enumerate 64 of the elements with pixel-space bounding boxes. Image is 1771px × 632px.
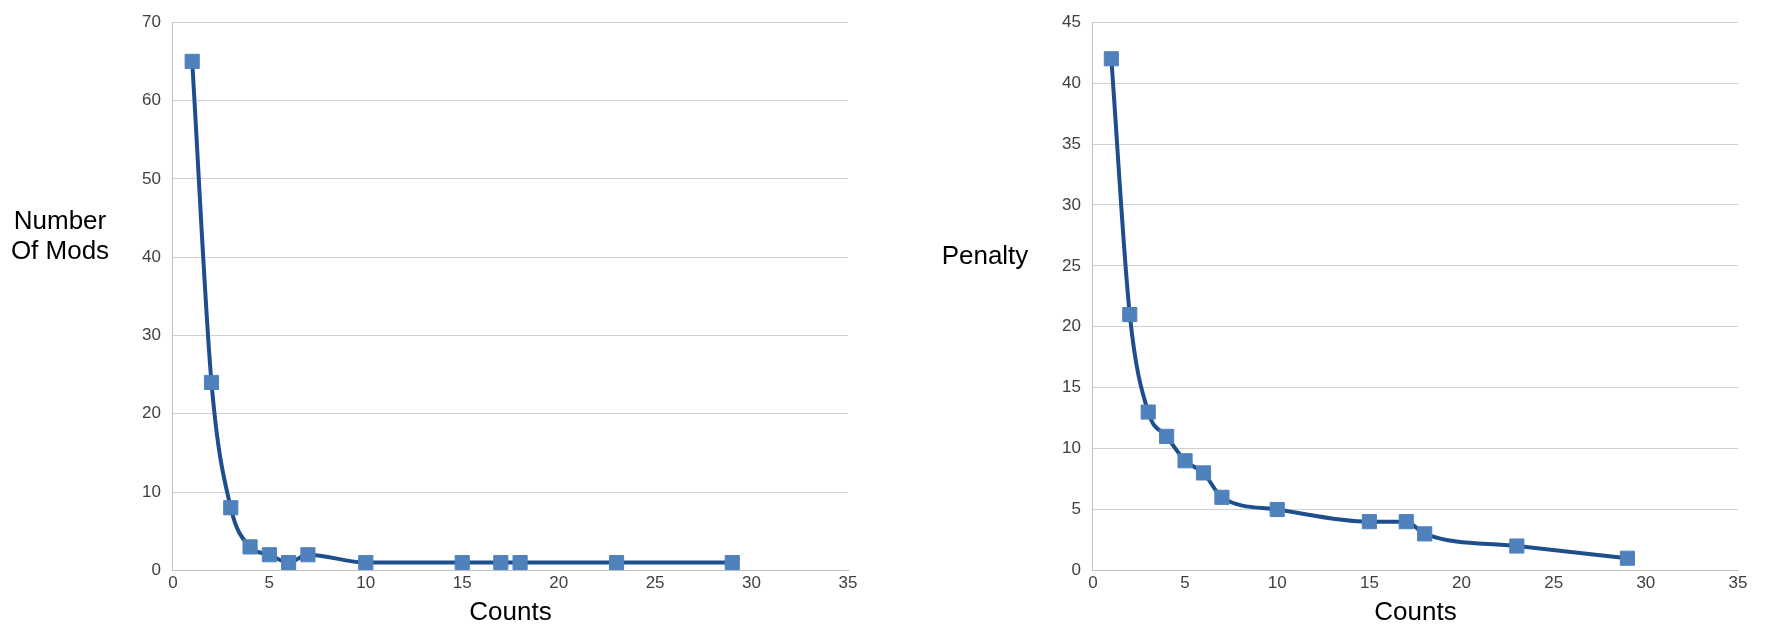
x-tick-label: 25: [645, 573, 665, 593]
x-tick-label: 35: [1728, 573, 1748, 593]
x-tick-label: 20: [1452, 573, 1471, 593]
y-tick-label: 30: [141, 325, 161, 345]
point: [1177, 453, 1193, 469]
point: [1417, 526, 1433, 542]
y-tick-label: 60: [141, 90, 161, 110]
y-tick-label: 20: [141, 403, 161, 423]
point: [1195, 465, 1212, 481]
point: [1269, 501, 1285, 518]
point: [1103, 51, 1119, 67]
x-tick-label: 35: [838, 573, 858, 593]
x-tick-label: 20: [549, 573, 569, 593]
y-tick-label: 45: [1061, 11, 1081, 31]
point: [454, 555, 470, 571]
y-tick-label: 10: [1061, 438, 1081, 458]
x-tick-label: 10: [356, 573, 376, 593]
point: [1140, 404, 1156, 420]
point: [1122, 307, 1138, 323]
point: [223, 500, 239, 516]
point: [184, 53, 200, 69]
y-tick-label: 5: [1071, 499, 1081, 519]
x-axis-title: Counts: [469, 595, 552, 626]
point: [261, 547, 277, 563]
y-tick-label: 40: [1061, 72, 1081, 92]
y-tick-label: 20: [1061, 316, 1081, 336]
point: [242, 539, 258, 555]
x-tick-label: 30: [742, 573, 762, 593]
y-tick-label: 50: [141, 168, 161, 188]
point: [724, 555, 740, 571]
x-axis-title: Counts: [1374, 595, 1457, 626]
point: [281, 555, 297, 571]
point: [512, 555, 528, 571]
y-tick-label: 30: [1061, 194, 1081, 214]
point: [358, 555, 374, 571]
y-axis-title: Number Of Mods: [9, 205, 111, 265]
y-tick-label: 10: [141, 481, 161, 501]
y-tick-label: 0: [1071, 560, 1081, 580]
x-tick-label: 5: [1180, 573, 1190, 593]
point: [1361, 514, 1377, 530]
y-tick-label: 35: [1061, 133, 1081, 153]
y-tick-label: 70: [141, 11, 161, 31]
x-tick-label: 5: [264, 573, 275, 593]
point: [1398, 514, 1414, 530]
x-tick-label: 15: [452, 573, 472, 593]
x-tick-label: 15: [1359, 573, 1379, 593]
point: [493, 555, 509, 571]
x-tick-label: 30: [1636, 573, 1656, 593]
x-tick-label: 0: [1088, 573, 1098, 593]
point: [1214, 489, 1230, 505]
point: [1159, 428, 1175, 444]
y-tick-label: 40: [141, 246, 161, 266]
point: [1509, 538, 1525, 554]
point: [300, 547, 316, 563]
y-tick-label: 0: [151, 560, 161, 580]
x-tick-label: 0: [168, 573, 178, 593]
y-axis-title: Penalty: [940, 240, 1030, 270]
y-tick-label: 15: [1061, 377, 1081, 397]
y-tick-label: 25: [1061, 255, 1081, 275]
point: [1619, 550, 1635, 566]
x-tick-label: 25: [1544, 573, 1564, 593]
point: [203, 374, 220, 391]
x-tick-label: 10: [1267, 573, 1287, 593]
point: [608, 555, 625, 571]
